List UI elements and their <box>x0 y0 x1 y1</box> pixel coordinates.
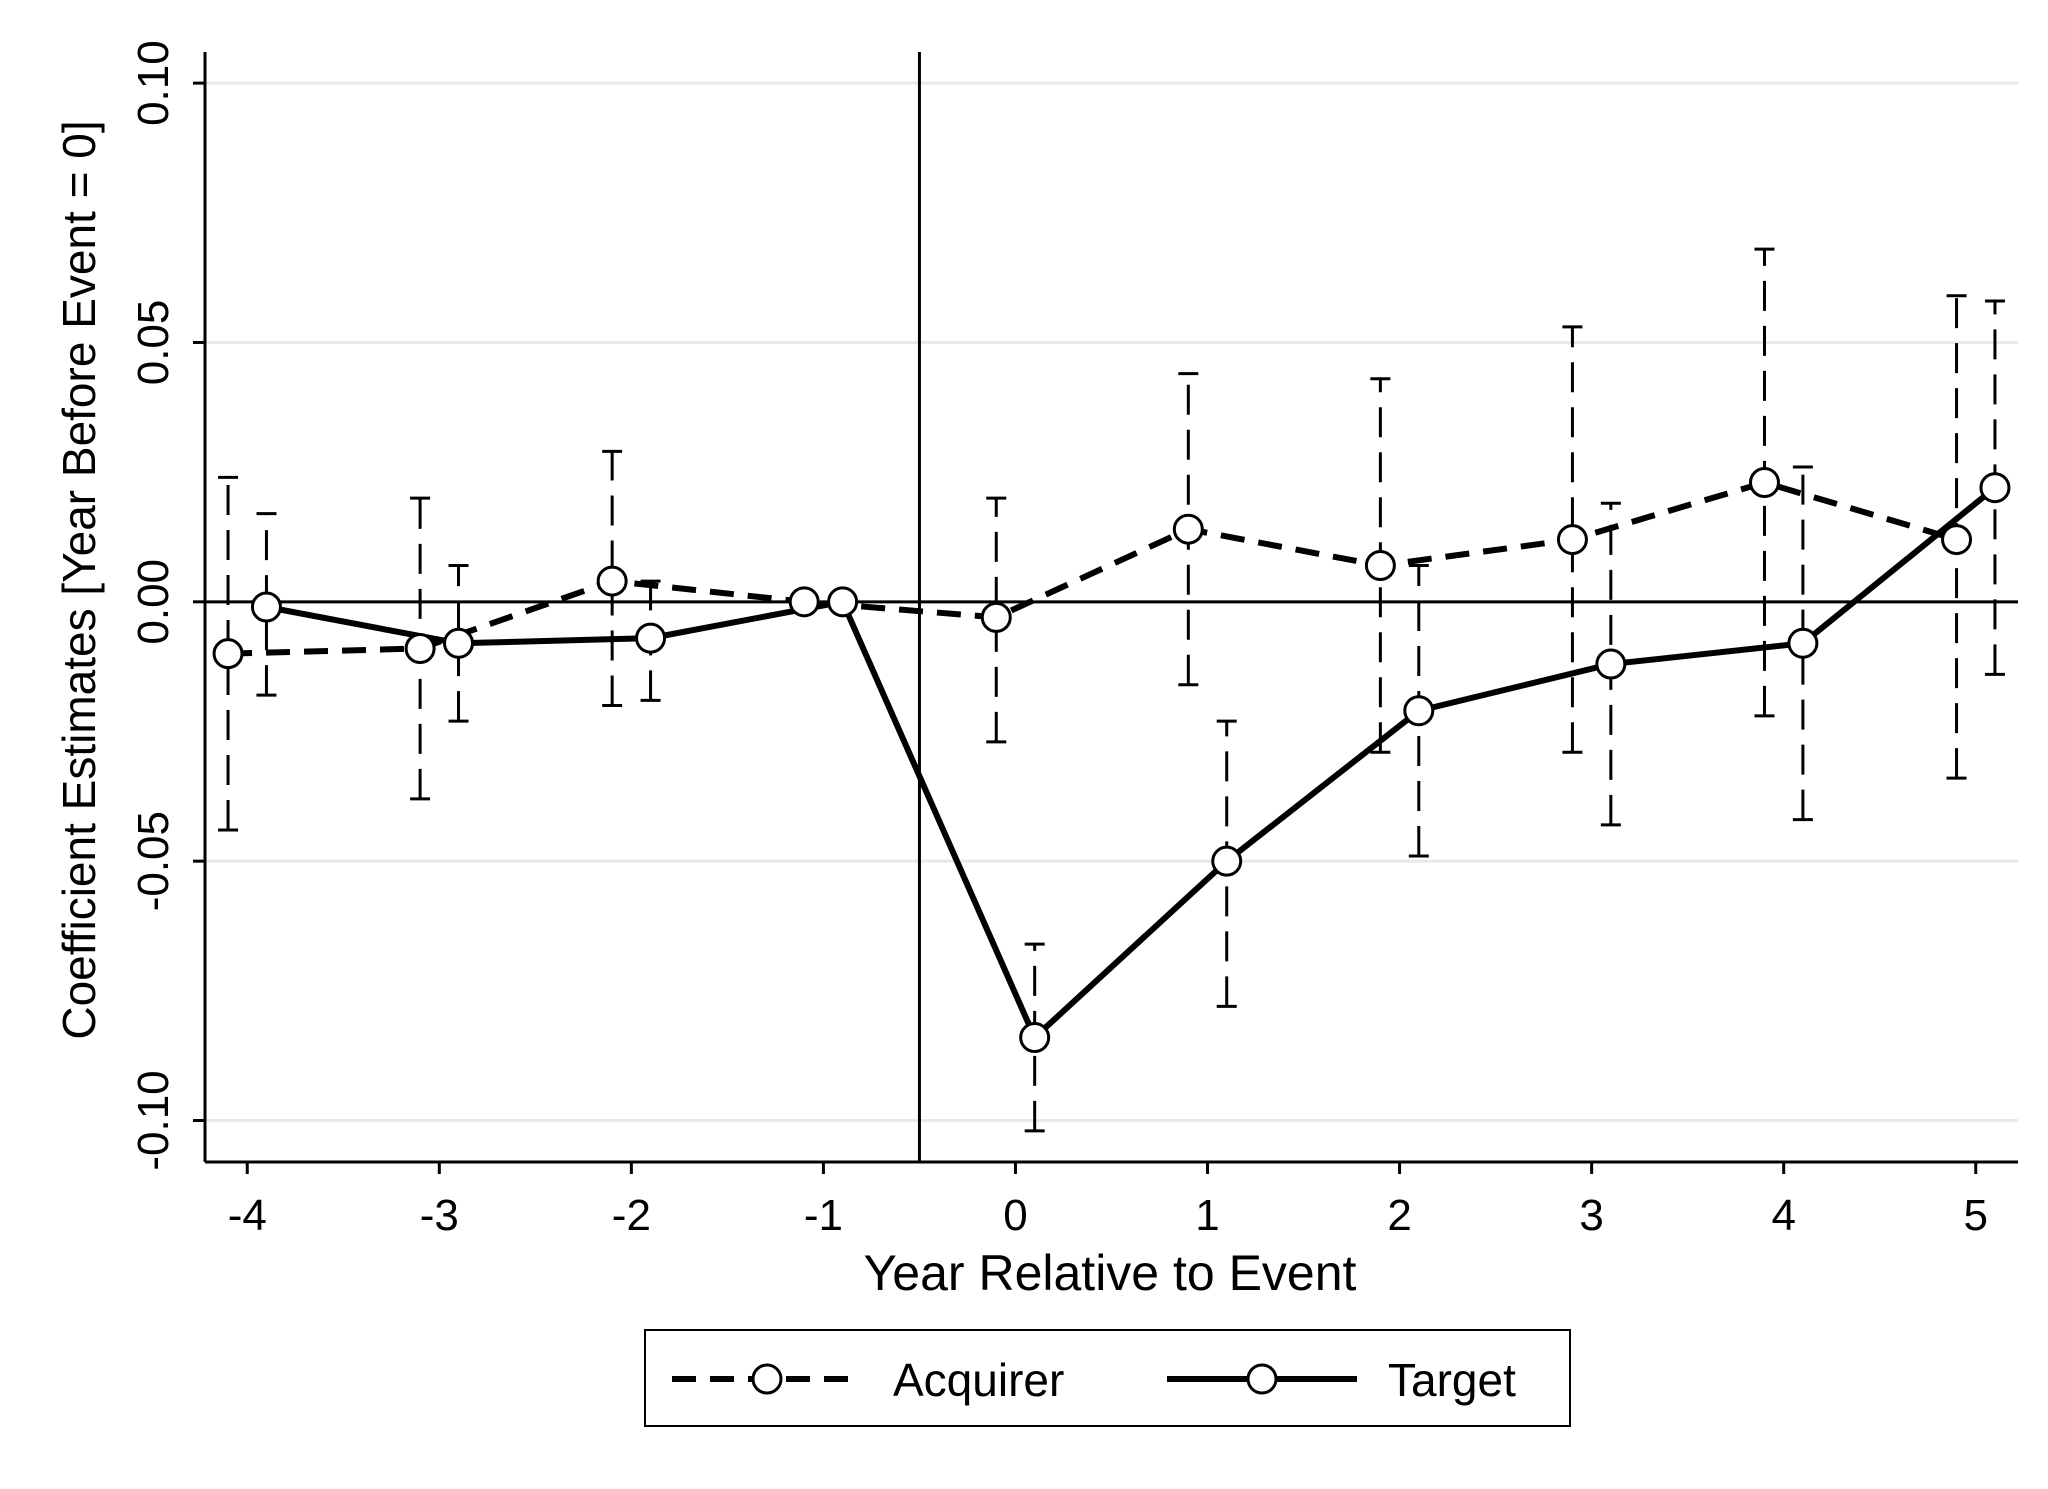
x-tick-label-2: 2 <box>1387 1191 1411 1240</box>
point-acquirer-neg3 <box>404 632 436 664</box>
y-tick-label-0: -0.10 <box>129 1070 178 1170</box>
point-target-2 <box>1403 695 1435 727</box>
legend-marker-target <box>1246 1363 1278 1395</box>
markers <box>212 467 2011 1054</box>
point-acquirer-4 <box>1748 467 1780 499</box>
y-axis-label: Coefficient Estimates [Year Before Event… <box>53 120 105 1039</box>
legend-entry-target: Target <box>1167 1354 1516 1406</box>
x-tick-labels: -4 -3 -2 -1 0 1 2 3 4 5 <box>228 1191 1988 1240</box>
x-tick-label-5: 5 <box>1964 1191 1988 1240</box>
legend: Acquirer Target <box>644 1329 1571 1427</box>
y-tick-label-1: -0.05 <box>129 811 178 911</box>
point-target-3 <box>1595 648 1627 680</box>
point-target-1 <box>1211 845 1243 877</box>
error-bars <box>218 247 2005 1133</box>
legend-entry-acquirer: Acquirer <box>672 1354 1064 1406</box>
y-tick-label-3: 0.05 <box>129 300 178 386</box>
point-target-0 <box>1019 1022 1051 1054</box>
legend-label-acquirer: Acquirer <box>893 1354 1064 1406</box>
x-tick-label-3: 3 <box>1579 1191 1603 1240</box>
point-acquirer-2 <box>1364 550 1396 582</box>
x-axis-label: Year Relative to Event <box>864 1245 1357 1301</box>
series-lines <box>227 479 1997 1041</box>
point-acquirer-5 <box>1941 524 1973 556</box>
point-acquirer-neg2 <box>596 565 628 597</box>
point-target-neg2 <box>635 622 667 654</box>
x-tick-label-neg2: -2 <box>612 1191 651 1240</box>
point-acquirer-0 <box>980 601 1012 633</box>
y-tick-labels: -0.10 -0.05 0.00 0.05 0.10 <box>129 40 178 1170</box>
y-tick-label-4: 0.10 <box>129 40 178 126</box>
series-line-target <box>265 485 1997 1041</box>
point-target-neg1 <box>827 586 859 618</box>
point-acquirer-3 <box>1556 524 1588 556</box>
point-target-neg3 <box>443 627 475 659</box>
x-tick-label-1: 1 <box>1195 1191 1219 1240</box>
point-target-5 <box>1979 472 2011 504</box>
x-tick-label-0: 0 <box>1003 1191 1027 1240</box>
reference-lines <box>205 52 2018 1162</box>
x-tick-label-4: 4 <box>1771 1191 1795 1240</box>
legend-marker-acquirer <box>751 1363 783 1395</box>
axes <box>193 52 2018 1174</box>
point-acquirer-neg4 <box>212 638 244 670</box>
x-tick-label-neg4: -4 <box>228 1191 267 1240</box>
y-tick-label-2: 0.00 <box>129 559 178 645</box>
legend-label-target: Target <box>1388 1354 1516 1406</box>
point-acquirer-1 <box>1172 513 1204 545</box>
point-target-neg4 <box>250 591 282 623</box>
point-acquirer-neg1 <box>788 586 820 618</box>
x-tick-label-neg3: -3 <box>420 1191 459 1240</box>
x-tick-label-neg1: -1 <box>804 1191 843 1240</box>
point-target-4 <box>1787 627 1819 659</box>
series-line-acquirer <box>227 479 1958 657</box>
